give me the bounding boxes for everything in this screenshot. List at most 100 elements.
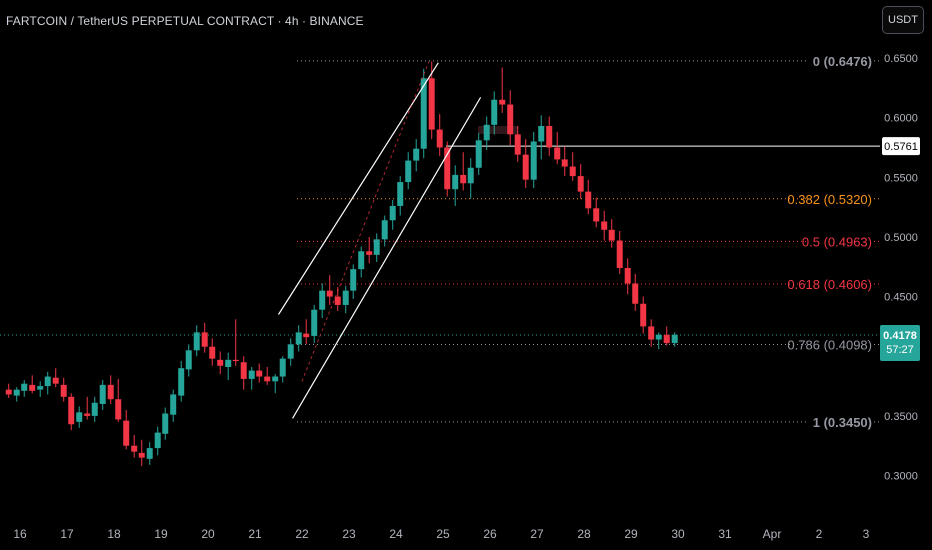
candle-body [452, 174, 459, 190]
x-axis-tick-label: 18 [107, 527, 121, 541]
x-axis-tick-label: 20 [201, 527, 215, 541]
candle-body [99, 384, 106, 404]
bar-countdown-label: 57:27 [886, 344, 914, 356]
candle-body [37, 386, 44, 390]
x-axis-tick-label: 21 [248, 527, 262, 541]
candle-body [326, 290, 333, 297]
candle-body [29, 384, 36, 391]
candle-body [624, 267, 631, 284]
candle-body [640, 303, 647, 327]
chart-title: FARTCOIN / TetherUS PERPETUAL CONTRACT ·… [6, 14, 364, 28]
currency-selector-button[interactable]: USDT [882, 6, 924, 34]
candle-body [483, 124, 490, 141]
candle-body [240, 362, 247, 379]
x-axis-tick-label: 25 [436, 527, 450, 541]
candle-body [342, 290, 349, 305]
x-axis-tick-label: 3 [863, 527, 870, 541]
candle-body [138, 452, 145, 458]
x-axis-tick-label: 24 [389, 527, 403, 541]
candle-body [84, 413, 91, 416]
candle-body [373, 239, 380, 255]
candle-body [593, 208, 600, 222]
marked-level-tag [882, 137, 920, 156]
candle-body [178, 368, 185, 396]
candle-body [225, 359, 232, 367]
x-axis-tick-label: 28 [577, 527, 591, 541]
last-price-tag [880, 325, 920, 362]
candle-body [420, 78, 427, 149]
candle-body [162, 413, 169, 434]
marked-level-label: 0.5761 [884, 141, 918, 153]
candle-body [201, 332, 208, 347]
x-axis-tick-label: 29 [624, 527, 638, 541]
x-axis-tick-label: 26 [483, 527, 497, 541]
y-axis-tick-label: 0.6500 [884, 53, 918, 65]
fib-level-label: 0.618 (0.4606) [787, 277, 872, 292]
last-price-label: 0.4178 [883, 330, 917, 342]
candle-body [123, 420, 130, 446]
candle-body [491, 99, 498, 125]
y-axis-tick-label: 0.3500 [884, 411, 918, 423]
candle-body [217, 359, 224, 366]
candle-body [397, 182, 404, 206]
candle-body [522, 154, 529, 180]
y-axis-tick-label: 0.5500 [884, 172, 918, 184]
candle-body [671, 334, 678, 344]
candle-body [444, 147, 451, 190]
candle-body [436, 129, 443, 148]
y-axis-tick-label: 0.4500 [884, 292, 918, 304]
x-axis-tick-label: 19 [154, 527, 168, 541]
channel-midline [301, 61, 430, 382]
candle-body [107, 384, 114, 400]
candle-body [209, 346, 216, 359]
candle-body [279, 358, 286, 377]
candle-body [577, 176, 584, 192]
candle-body [428, 78, 435, 130]
candle-body [381, 220, 388, 240]
candle-body [264, 376, 271, 382]
candle-body [193, 332, 200, 351]
candle-body [655, 334, 662, 340]
candle-body [467, 167, 474, 184]
candle-body [475, 140, 482, 168]
candle-body [585, 191, 592, 209]
fib-level-label: 0.5 (0.4963) [802, 234, 872, 249]
x-axis-tick-label: 16 [13, 527, 27, 541]
candle-body [13, 389, 20, 396]
candle-body [303, 333, 310, 338]
candle-body [311, 309, 318, 336]
fib-level-label: 0.382 (0.5320) [787, 192, 872, 207]
fib-level-label: 0 (0.6476) [813, 54, 872, 69]
candle-body [499, 99, 506, 105]
candle-body [366, 251, 373, 255]
candle-body [632, 283, 639, 304]
x-axis-tick-label: 2 [816, 527, 823, 541]
x-axis-tick-label: 30 [671, 527, 685, 541]
candle-body [334, 296, 341, 305]
candle-body [185, 350, 192, 370]
candle-body [507, 104, 514, 135]
candle-body [170, 394, 177, 415]
candle-body [601, 221, 608, 230]
candle-body [131, 445, 138, 452]
candle-body [413, 148, 420, 161]
candle-body [569, 166, 576, 177]
candle-body [91, 402, 98, 416]
candle-body [256, 370, 263, 377]
candle-body [350, 269, 357, 291]
candle-body [319, 290, 326, 310]
candle-body [405, 160, 412, 183]
candle-body [554, 147, 561, 160]
candle-body [538, 126, 545, 142]
candle-body [358, 251, 365, 270]
candle-body [561, 159, 568, 167]
y-axis-tick-label: 0.3000 [884, 471, 918, 483]
candle-body [5, 389, 12, 395]
x-axis-tick-label: Apr [763, 527, 782, 541]
candle-body [648, 326, 655, 340]
candle-body [21, 383, 28, 391]
candle-body [52, 377, 59, 384]
y-axis-tick-label: 0.5000 [884, 232, 918, 244]
candle-body [68, 396, 75, 425]
